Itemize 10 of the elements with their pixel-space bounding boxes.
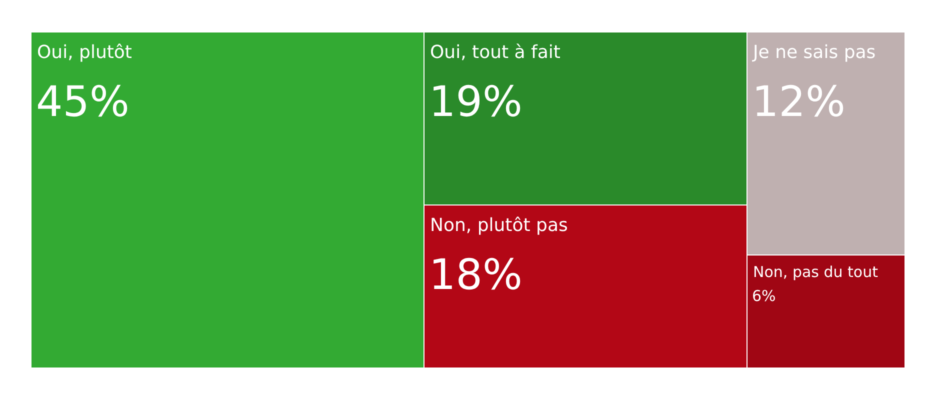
- category-label: Non, plutôt pas: [430, 215, 568, 236]
- category-label: Je ne sais pas: [752, 42, 876, 63]
- data-label: 12%: [752, 77, 846, 126]
- data-label: 45%: [36, 77, 130, 126]
- data-label: 19%: [429, 77, 522, 126]
- category-label: Non, pas du tout: [753, 263, 878, 281]
- category-label: Oui, plutôt: [37, 42, 132, 63]
- data-label: 18%: [429, 250, 522, 299]
- category-label: Oui, tout à fait: [430, 42, 560, 63]
- data-label: 6%: [752, 287, 776, 305]
